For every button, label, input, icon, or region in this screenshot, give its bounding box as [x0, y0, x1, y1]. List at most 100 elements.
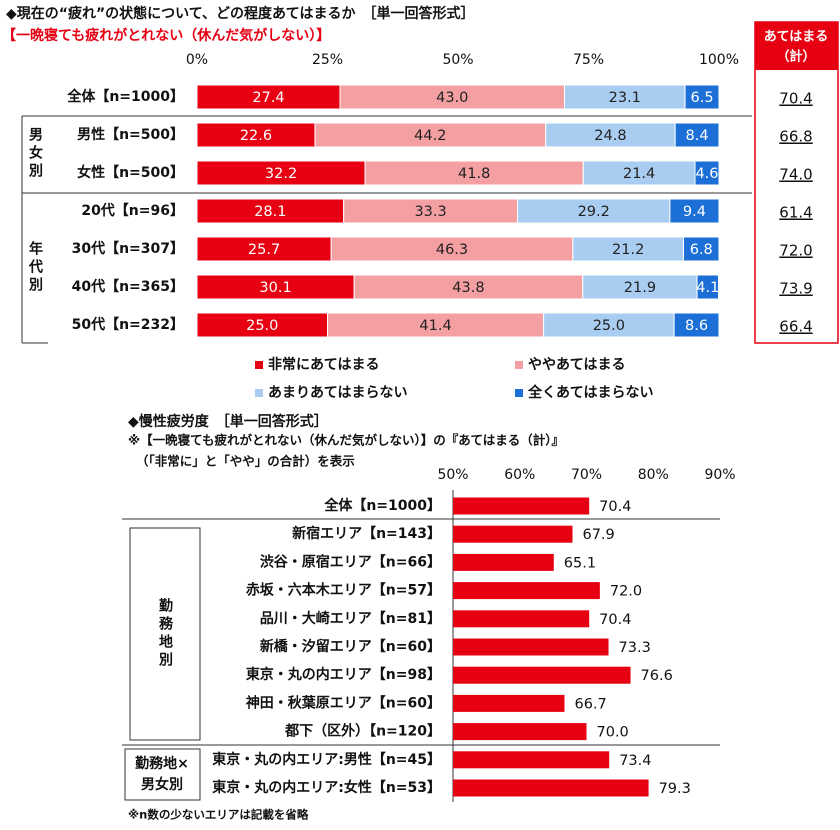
data-label: 70.4 — [599, 612, 631, 628]
data-label: 21.2 — [612, 242, 644, 258]
group-label: 勤務地別 — [157, 597, 174, 670]
category-label: 品川・大崎エリア【n=81】 — [260, 610, 441, 627]
bar-segment — [196, 160, 366, 186]
x-tick-label: 70% — [571, 467, 602, 483]
bar — [453, 525, 573, 543]
bar-segment — [196, 84, 341, 110]
bar — [453, 553, 554, 571]
legend-swatch — [515, 389, 523, 397]
x-tick-label: 50% — [442, 52, 473, 68]
x-tick-label: 60% — [504, 467, 535, 483]
group-label: 勤務地× — [135, 755, 189, 772]
data-label: 6.8 — [690, 242, 713, 258]
bar-segment — [196, 236, 332, 262]
bar — [453, 694, 565, 712]
bar-segment — [196, 312, 328, 338]
data-label: 79.3 — [659, 781, 691, 797]
category-label: 渋谷・原宿エリア【n=66】 — [260, 553, 441, 570]
category-label: 全体【n=1000】 — [323, 497, 441, 514]
bar-segment — [517, 198, 671, 224]
data-label: 67.9 — [582, 527, 614, 543]
bar — [453, 751, 610, 769]
data-label: 23.1 — [609, 90, 641, 106]
bar — [453, 582, 600, 600]
group-box — [124, 748, 201, 801]
category-label: 50代【n=232】 — [72, 316, 184, 333]
x-tick-label: 75% — [573, 52, 604, 68]
data-label: 8.6 — [685, 318, 708, 334]
data-label: 43.8 — [452, 280, 484, 296]
bar-segment — [684, 84, 720, 110]
total-label: 72.0 — [779, 242, 812, 260]
data-label: 65.1 — [564, 555, 596, 571]
category-label: 40代【n=365】 — [72, 278, 184, 295]
bar-segment — [696, 274, 719, 300]
data-label: 43.0 — [436, 90, 468, 106]
bar-segment — [196, 122, 316, 148]
note: ※【一晩寝ても疲れがとれない（休んだ気がしない）】の『あてはまる（計）』 — [128, 433, 564, 448]
data-label: 4.6 — [695, 166, 718, 182]
footnote: ※n数の少ないエリアは記載を省略 — [128, 808, 309, 822]
bar-segment — [545, 122, 676, 148]
data-label: 24.8 — [594, 128, 626, 144]
category-label: 東京・丸の内エリア:男性【n=45】 — [212, 751, 441, 768]
category-label: 男性【n=500】 — [77, 126, 184, 143]
group-label: 男女別 — [141, 776, 183, 793]
bar-segment — [543, 312, 675, 338]
data-label: 25.0 — [246, 318, 278, 334]
category-label: 東京・丸の内エリア【n=98】 — [246, 666, 441, 683]
data-label: 33.3 — [414, 204, 446, 220]
x-tick-label: 90% — [704, 467, 735, 483]
bar-segment — [327, 312, 545, 338]
bar-segment — [582, 160, 696, 186]
bar-segment — [353, 274, 584, 300]
note: （「非常に」と「やや」の合計）を表示 — [136, 454, 355, 469]
x-tick-label: 50% — [437, 467, 468, 483]
bar-segment — [196, 198, 345, 224]
group-box — [129, 527, 201, 741]
bar — [453, 610, 590, 628]
total-label: 74.0 — [779, 166, 812, 184]
bar — [453, 638, 609, 656]
chart-title: ◆慢性疲労度 ［単一回答形式］ — [128, 413, 328, 430]
totals-title: あてはまる — [764, 30, 828, 45]
category-label: 20代【n=96】 — [81, 202, 184, 219]
bar-segment — [673, 312, 720, 338]
bar-segment — [563, 84, 686, 110]
bar — [453, 666, 631, 684]
bar-segment — [330, 236, 574, 262]
data-label: 29.2 — [578, 204, 610, 220]
data-label: 6.5 — [691, 90, 714, 106]
data-label: 27.4 — [252, 90, 284, 106]
x-tick-label: 100% — [699, 52, 739, 68]
data-label: 21.4 — [623, 166, 655, 182]
data-label: 41.8 — [458, 166, 490, 182]
total-label: 70.4 — [779, 90, 812, 108]
bar — [453, 497, 590, 515]
data-label: 25.7 — [248, 242, 280, 258]
total-label: 66.4 — [779, 318, 812, 336]
chart-subtitle: 【一晩寝ても疲れがとれない（休んだ気がしない）】 — [2, 27, 330, 44]
legend-label: ややあてはまる — [528, 357, 625, 373]
bar-segment — [683, 236, 720, 262]
data-label: 30.1 — [259, 280, 291, 296]
category-label: 東京・丸の内エリア:女性【n=53】 — [212, 779, 441, 796]
data-label: 66.7 — [574, 696, 606, 712]
x-tick-label: 25% — [312, 52, 343, 68]
chart-title: ◆現在の“疲れ”の状態について、どの程度あてはまるか ［単一回答形式］ — [6, 5, 475, 22]
bar-segment — [582, 274, 698, 300]
bar-segment — [674, 122, 720, 148]
totals-header — [755, 22, 838, 70]
legend-swatch — [255, 361, 263, 369]
data-label: 44.2 — [414, 128, 446, 144]
legend-swatch — [255, 389, 263, 397]
x-tick-label: 80% — [638, 467, 669, 483]
category-label: 神田・秋葉原エリア【n=60】 — [246, 694, 441, 711]
data-label: 25.0 — [593, 318, 625, 334]
category-label: 女性【n=500】 — [77, 164, 184, 181]
legend-label: あまりあてはまらない — [268, 385, 407, 401]
data-label: 73.3 — [619, 640, 651, 656]
legend-swatch — [515, 361, 523, 369]
totals-title: （計） — [776, 49, 815, 65]
data-label: 46.3 — [436, 242, 468, 258]
